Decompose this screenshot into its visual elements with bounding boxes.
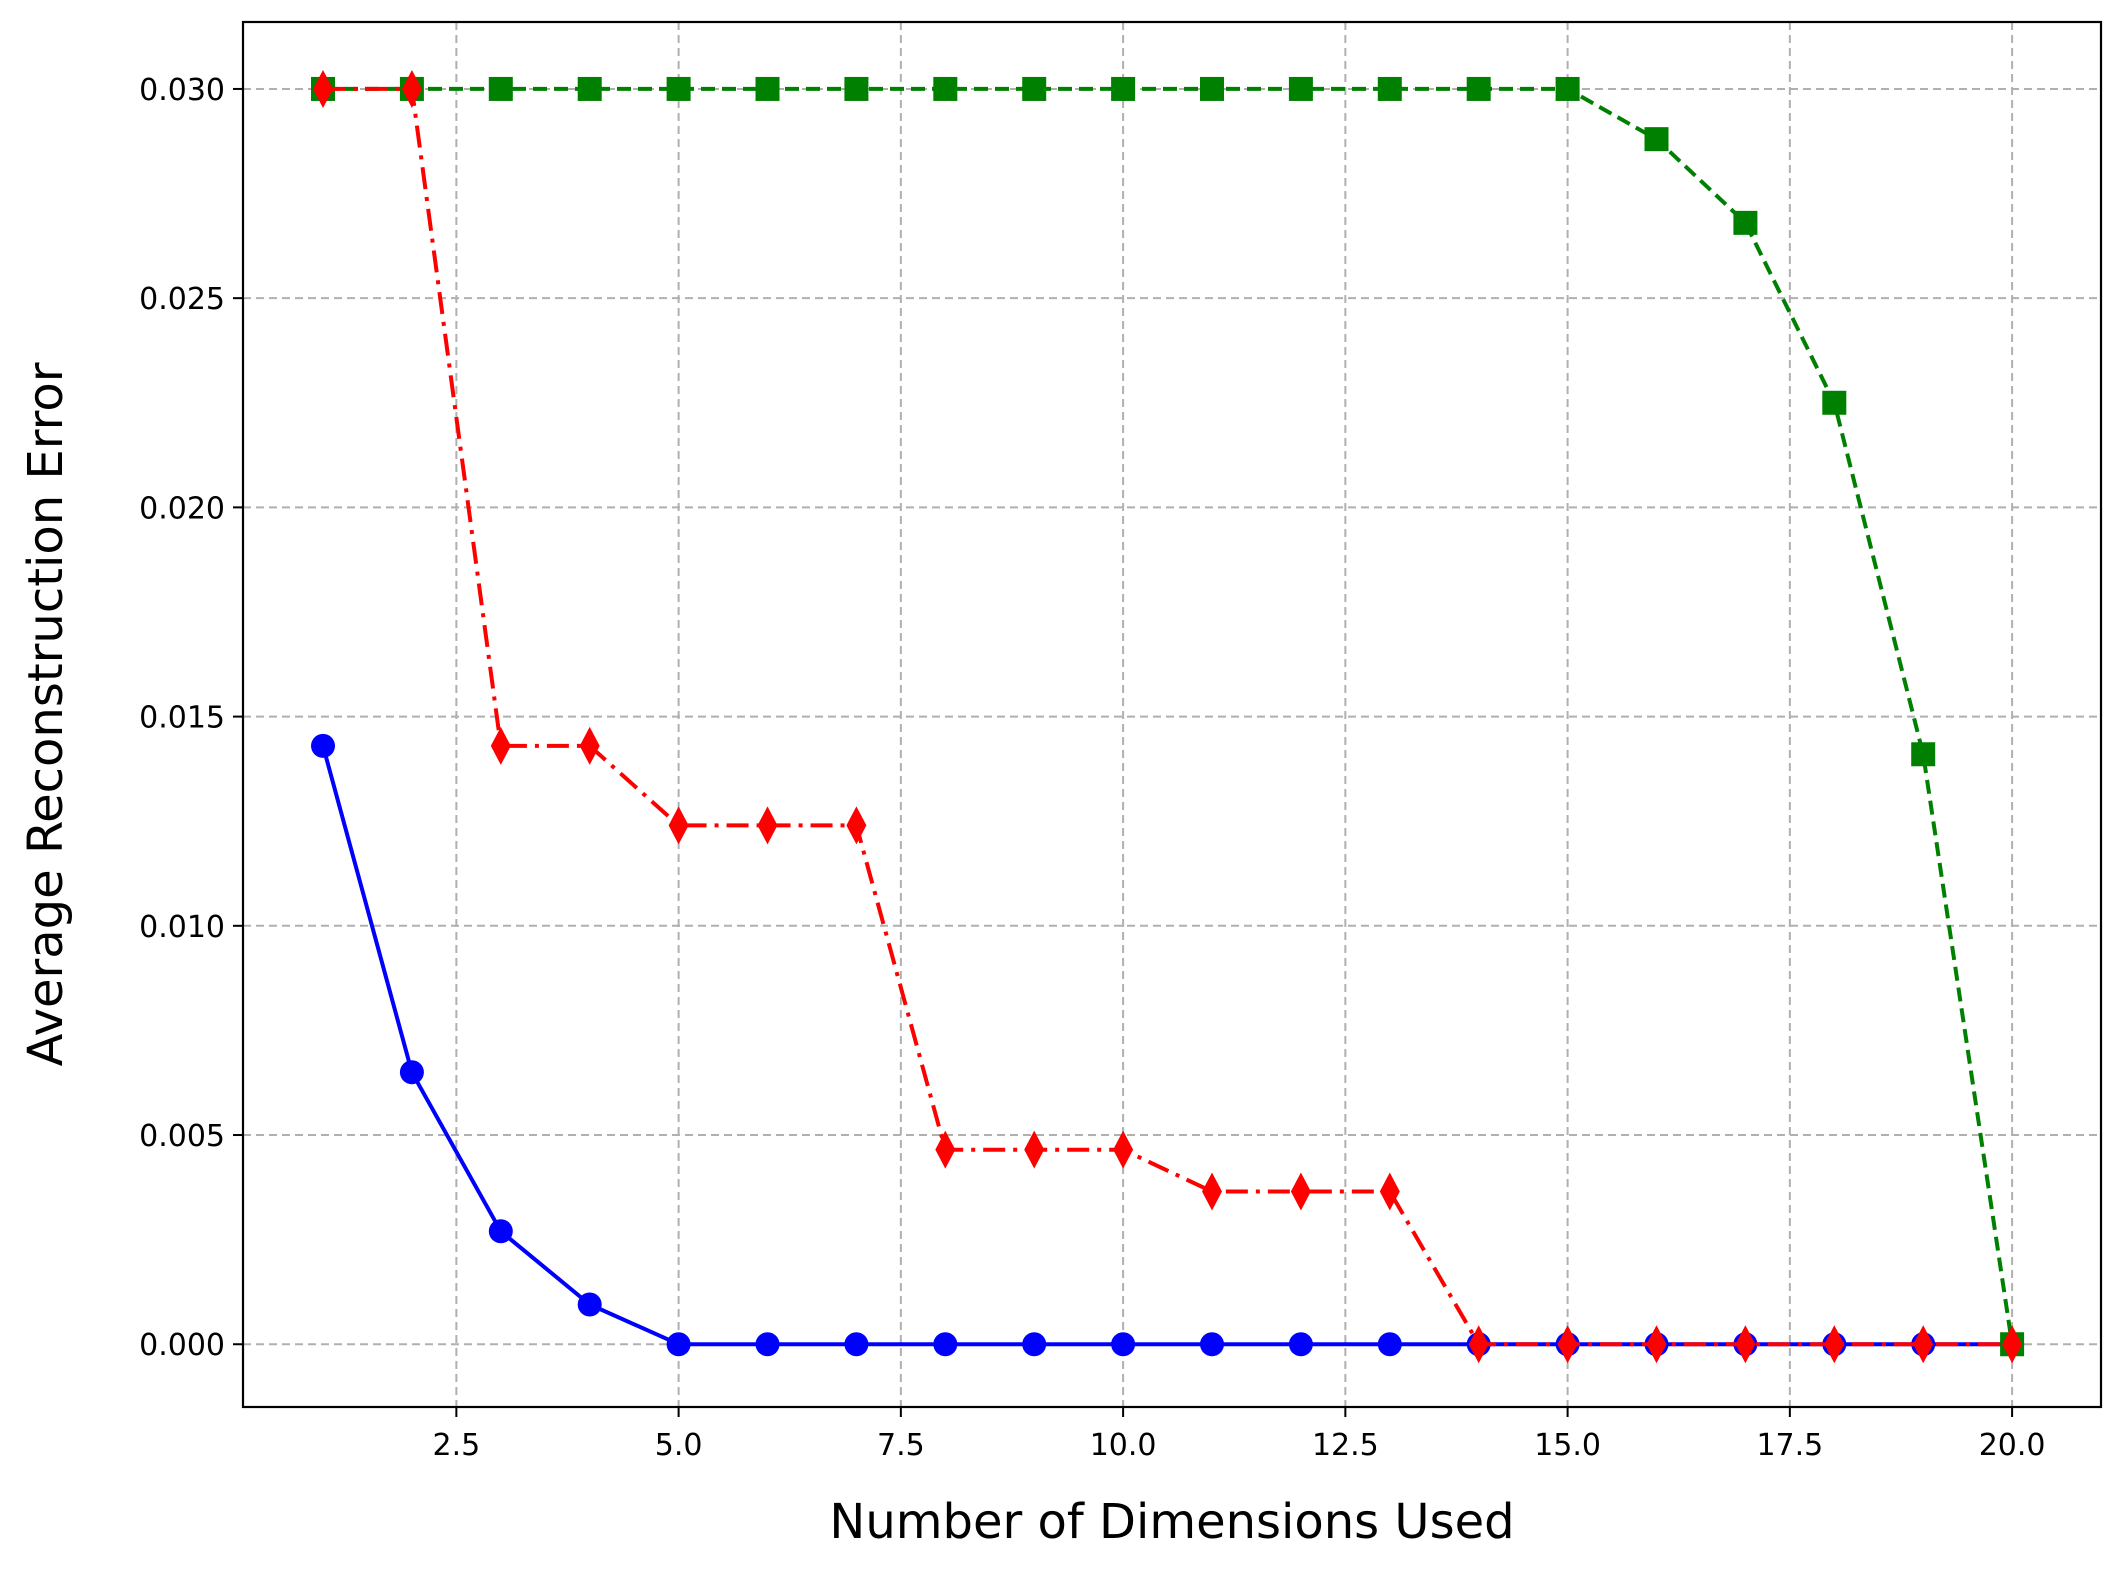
data-point — [1377, 1332, 1402, 1357]
plot-frame — [241, 20, 2103, 1409]
data-point — [488, 76, 513, 101]
data-point — [1468, 1325, 1489, 1364]
data-point — [399, 1060, 424, 1085]
x-tick-label: 2.5 — [432, 1428, 480, 1463]
data-point — [1824, 1325, 1845, 1364]
data-point — [311, 733, 336, 758]
x-tick-label: 12.5 — [1312, 1428, 1379, 1463]
data-point — [1022, 76, 1047, 101]
data-point — [666, 1332, 691, 1357]
data-point — [579, 726, 600, 765]
data-point — [757, 806, 778, 845]
data-point — [1111, 1332, 1136, 1357]
y-tick-label: 0.020 — [139, 491, 225, 526]
y-tick-label: 0.010 — [139, 910, 225, 945]
data-point — [1644, 127, 1669, 152]
x-axis-ticks: 2.5 5.0 7.5 10.0 12.5 15.0 17.5 20.0 — [432, 1407, 2045, 1463]
data-point — [755, 1332, 780, 1357]
data-point — [846, 806, 867, 845]
data-point — [1466, 76, 1491, 101]
data-point — [935, 1130, 956, 1169]
x-tick-label: 10.0 — [1090, 1428, 1157, 1463]
x-tick-label: 17.5 — [1756, 1428, 1823, 1463]
data-point — [1202, 1172, 1223, 1211]
data-point — [1377, 76, 1402, 101]
x-tick-label: 20.0 — [1979, 1428, 2046, 1463]
data-point — [1111, 76, 1136, 101]
y-axis-ticks: 0.000 0.005 0.010 0.015 0.020 0.025 0.030 — [139, 73, 243, 1363]
y-tick-label: 0.000 — [139, 1328, 225, 1363]
data-point — [1024, 1130, 1045, 1169]
data-point — [577, 1292, 602, 1317]
data-point — [1735, 1325, 1756, 1364]
data-point — [844, 76, 869, 101]
data-point — [1911, 742, 1936, 767]
data-point — [1290, 1172, 1311, 1211]
data-point — [1288, 76, 1313, 101]
data-point — [1646, 1325, 1667, 1364]
series-1 — [311, 733, 2025, 1357]
y-tick-label: 0.005 — [139, 1119, 225, 1154]
series-3-line — [323, 86, 2013, 1347]
data-point — [933, 76, 958, 101]
data-point — [844, 1332, 869, 1357]
data-point — [1200, 1332, 1225, 1357]
data-point — [1557, 1325, 1578, 1364]
y-tick-label: 0.015 — [139, 701, 225, 736]
data-point — [577, 76, 602, 101]
y-tick-label: 0.030 — [139, 73, 225, 108]
data-point — [1200, 76, 1225, 101]
data-point — [933, 1332, 958, 1357]
data-point — [1113, 1130, 1134, 1169]
data-point — [1022, 1332, 1047, 1357]
x-tick-label: 15.0 — [1534, 1428, 1601, 1463]
series-1-line — [321, 745, 2013, 1347]
data-point — [488, 1219, 513, 1244]
series-3 — [313, 69, 2023, 1364]
data-point — [1733, 210, 1758, 235]
data-point — [666, 76, 691, 101]
data-point — [2002, 1325, 2023, 1364]
data-point — [668, 806, 689, 845]
x-tick-label: 7.5 — [877, 1428, 925, 1463]
data-point — [401, 69, 422, 108]
series-2-line — [323, 86, 2015, 1345]
data-point — [1379, 1172, 1400, 1211]
x-tick-label: 5.0 — [655, 1428, 703, 1463]
data-point — [490, 726, 511, 765]
data-point — [1913, 1325, 1934, 1364]
grid-lines — [243, 22, 2101, 1407]
data-point — [1822, 390, 1847, 415]
data-point — [755, 76, 780, 101]
x-axis-title: Number of Dimensions Used — [829, 1494, 1514, 1550]
data-point — [1555, 76, 1580, 101]
series-layer — [311, 69, 2025, 1364]
data-point — [1288, 1332, 1313, 1357]
y-tick-label: 0.025 — [139, 282, 225, 317]
y-axis-title: Average Reconstruction Error — [18, 362, 74, 1066]
data-point — [313, 69, 334, 108]
